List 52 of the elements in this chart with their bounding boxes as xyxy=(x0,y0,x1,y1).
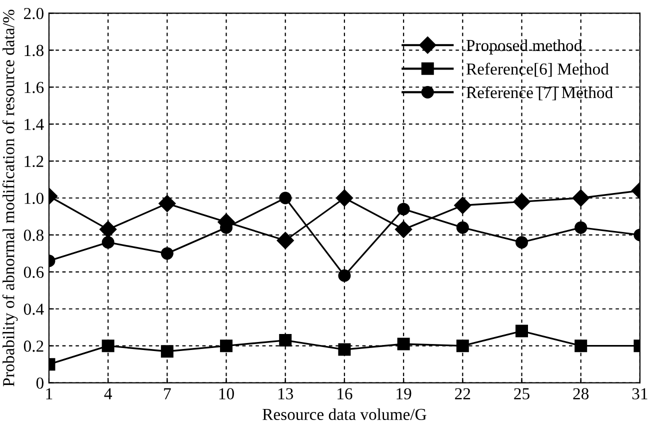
point xyxy=(515,324,528,338)
x-tick-label: 25 xyxy=(514,388,530,400)
point xyxy=(574,340,588,352)
y-tick-label: 1.0 xyxy=(24,192,44,204)
point xyxy=(279,192,292,204)
x-tick-label: 13 xyxy=(278,388,294,400)
legend-label: Reference[6] Method xyxy=(466,62,609,77)
point xyxy=(456,340,469,352)
y-tick-label: 0.6 xyxy=(24,266,44,278)
x-tick-label: 10 xyxy=(219,388,234,400)
point xyxy=(276,232,294,250)
point xyxy=(513,193,530,210)
y-tick-label: 0.4 xyxy=(24,304,44,315)
point xyxy=(397,338,410,350)
y-tick-label: 1.8 xyxy=(24,44,44,56)
point xyxy=(279,334,292,347)
point xyxy=(100,220,117,238)
point xyxy=(220,340,233,352)
x-tick-label: 7 xyxy=(164,388,171,400)
point xyxy=(160,247,174,260)
point xyxy=(102,340,114,352)
point xyxy=(338,343,351,356)
point xyxy=(456,221,469,234)
x-tick-label: 28 xyxy=(573,388,589,400)
y-axis-title: Probability of abnormal modification of resource data/% xyxy=(2,10,18,386)
x-tick-label: 1 xyxy=(46,388,52,400)
x-tick-label: 19 xyxy=(396,388,412,400)
x-tick-label: 4 xyxy=(104,388,112,400)
y-tick-label: 0.2 xyxy=(24,340,44,352)
point xyxy=(454,196,472,214)
x-tick-label: 31 xyxy=(632,388,648,400)
point xyxy=(336,189,354,207)
y-tick-label: 0.8 xyxy=(24,230,44,241)
point xyxy=(338,269,351,282)
point xyxy=(160,345,174,358)
x-tick-label: 16 xyxy=(338,388,352,400)
x-tick-label: 22 xyxy=(455,388,470,400)
legend-label: Proposed method xyxy=(466,39,582,55)
point xyxy=(395,220,412,238)
y-tick-label: 0 xyxy=(36,378,44,389)
y-tick-label: 1.4 xyxy=(24,118,44,130)
y-tick-label: 1.6 xyxy=(24,82,44,94)
y-tick-label: 1.2 xyxy=(24,156,44,168)
point xyxy=(158,194,176,212)
point xyxy=(572,189,590,207)
x-axis-title: Resource data volume/G xyxy=(262,408,426,420)
y-tick-label: 2.0 xyxy=(24,8,44,20)
point xyxy=(102,236,114,249)
point xyxy=(515,236,528,249)
point xyxy=(574,221,588,234)
point xyxy=(397,202,410,216)
legend-label: Reference [7] Method xyxy=(466,86,613,100)
